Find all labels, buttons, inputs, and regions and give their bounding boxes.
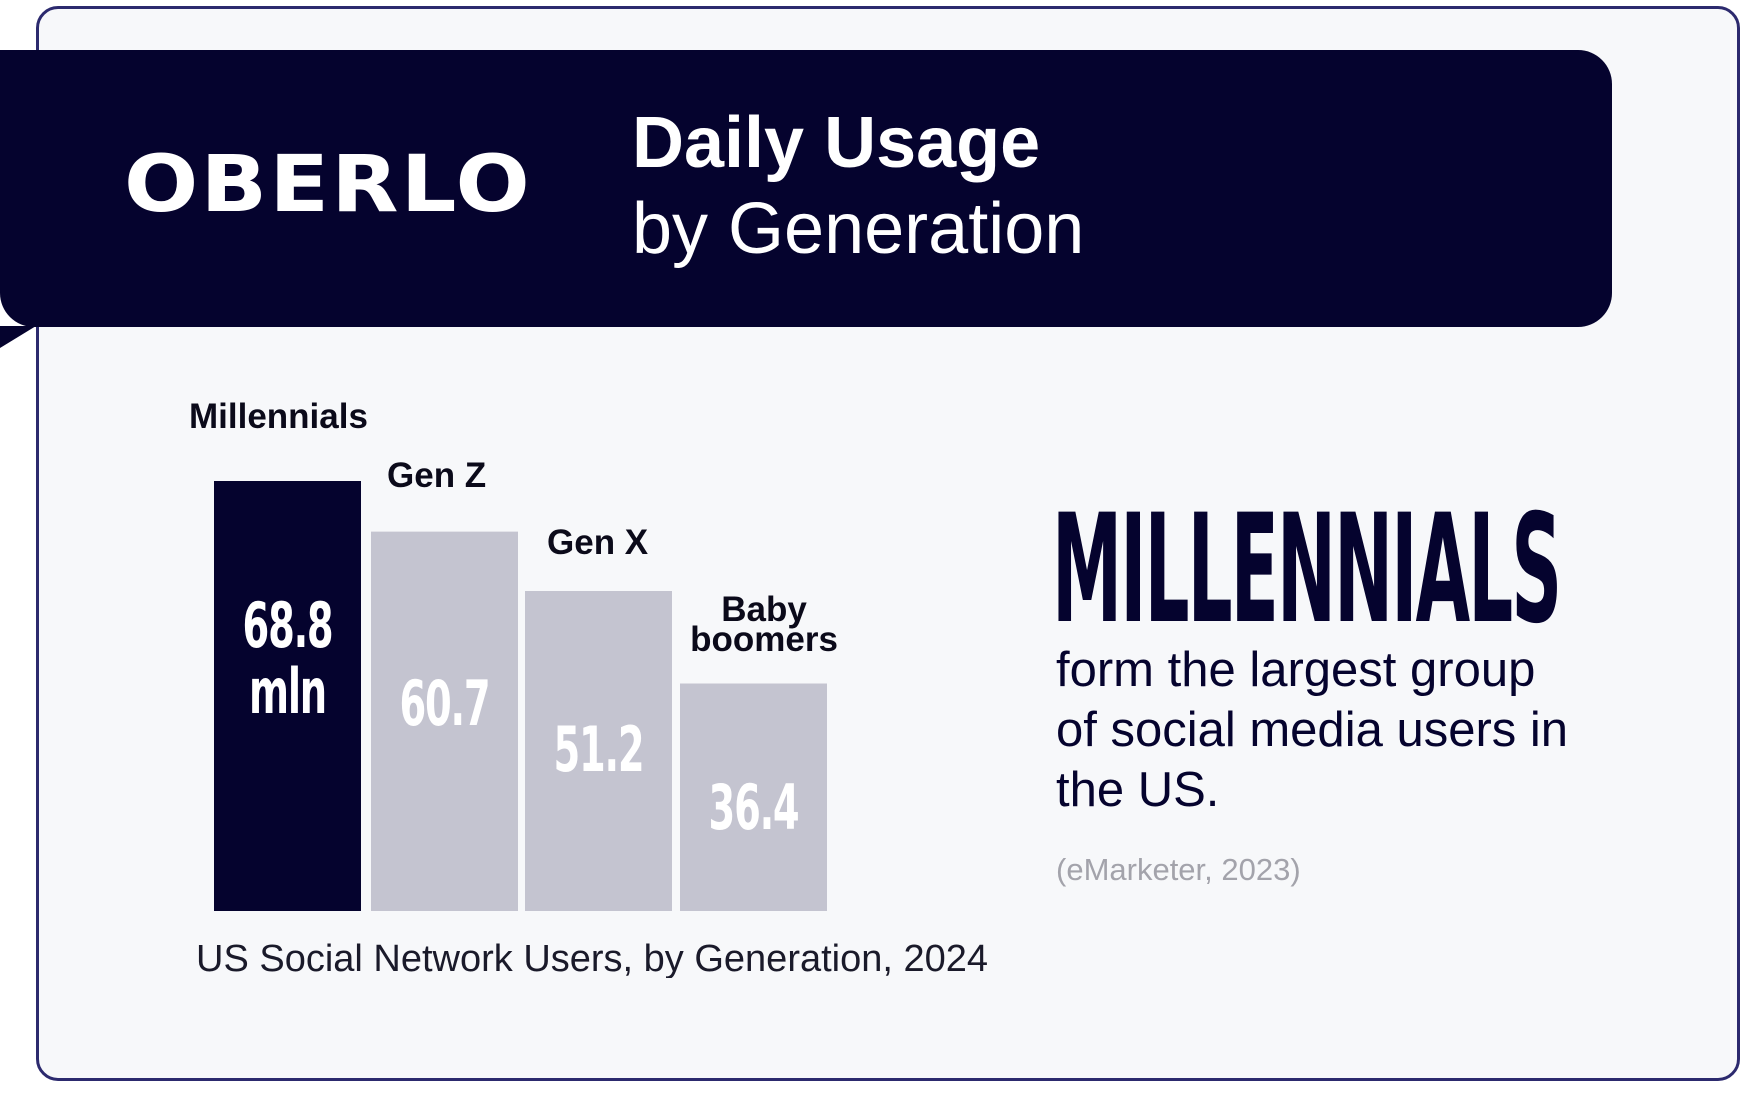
bar-baby-boomers — [680, 683, 827, 911]
highlight-headline: MILLENNIALS — [1052, 483, 1562, 657]
bar-millennials — [214, 481, 361, 911]
category-label-gen-z: Gen Z — [387, 456, 487, 495]
bar-gen-x — [525, 591, 672, 911]
unit-label: mln — [249, 657, 326, 729]
category-label-baby-boomers: Baby boomers — [690, 590, 838, 659]
value-label: 51.2 — [554, 715, 644, 787]
value-label: 36.4 — [709, 773, 799, 845]
header-banner — [0, 50, 1612, 327]
category-label-millennials: Millennials — [189, 397, 368, 436]
chart-caption: US Social Network Users, by Generation, … — [196, 938, 989, 978]
page-subtitle: by Generation — [632, 189, 1085, 269]
source-citation: (eMarketer, 2023) — [1056, 852, 1301, 887]
oberlo-logo: OBERLO — [124, 140, 533, 230]
bar-gen-z — [371, 531, 518, 911]
page-title: Daily Usage — [632, 103, 1041, 183]
category-label-gen-x: Gen X — [547, 523, 649, 562]
value-label: 60.7 — [400, 669, 490, 741]
value-label: 68.8 — [243, 591, 333, 663]
highlight-body: form the largest group of social media u… — [1056, 643, 1569, 817]
